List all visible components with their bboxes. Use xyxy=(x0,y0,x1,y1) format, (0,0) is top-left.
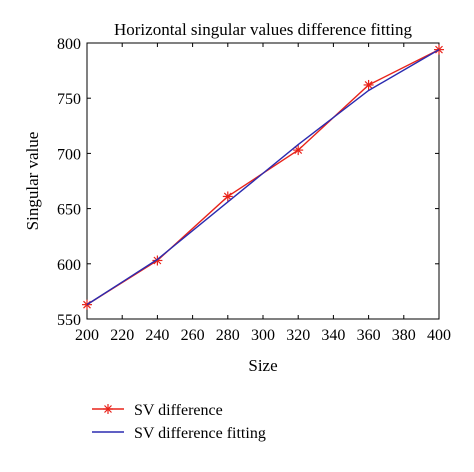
legend: SV difference SV difference fitting xyxy=(92,402,266,442)
x-tick-label: 380 xyxy=(392,327,416,344)
y-axis-label: Singular value xyxy=(23,132,42,231)
marker-stroke xyxy=(104,405,112,413)
x-tick-label: 360 xyxy=(357,327,381,344)
marker-stroke xyxy=(223,192,232,201)
x-ticks: 200 220 240 260 280 300 320 340 360 380 400 xyxy=(75,43,451,344)
legend-item-sv-difference: SV difference xyxy=(92,402,223,419)
y-ticks: 550 600 650 700 750 800 xyxy=(57,36,439,329)
plot-frame xyxy=(86,42,440,320)
marker-stroke xyxy=(294,146,303,155)
legend-item-sv-difference-fitting: SV difference fitting xyxy=(92,425,266,442)
x-tick-label: 240 xyxy=(145,327,169,344)
y-tick-label: 600 xyxy=(57,257,81,274)
series-group xyxy=(82,44,444,310)
x-tick-label: 200 xyxy=(75,327,99,344)
y-tick-label: 550 xyxy=(57,312,81,329)
x-tick-label: 280 xyxy=(216,327,240,344)
data-point-sv-difference xyxy=(222,191,233,202)
legend-label: SV difference fitting xyxy=(134,425,266,442)
series-line-sv-difference xyxy=(86,48,440,306)
x-tick-label: 220 xyxy=(110,327,134,344)
x-tick-label: 320 xyxy=(286,327,310,344)
legend-swatch-marker xyxy=(103,404,113,414)
chart-title: Horizontal singular values difference fi… xyxy=(114,20,413,39)
data-point-sv-difference xyxy=(293,145,304,156)
x-tick-label: 260 xyxy=(181,327,205,344)
marker-stroke xyxy=(364,81,373,89)
y-tick-label: 700 xyxy=(57,146,81,163)
x-tick-label: 300 xyxy=(251,327,275,344)
y-tick-label: 650 xyxy=(57,202,81,219)
x-tick-label: 400 xyxy=(427,327,451,344)
x-axis-label: Size xyxy=(248,356,277,375)
y-tick-label: 750 xyxy=(57,91,81,108)
plot-area-frame xyxy=(86,42,440,320)
data-point-sv-difference xyxy=(363,79,374,90)
legend-label: SV difference xyxy=(134,402,223,419)
series-line-sv-difference-fitting xyxy=(86,49,440,306)
x-tick-label: 340 xyxy=(321,327,345,344)
y-tick-label: 800 xyxy=(57,36,81,53)
